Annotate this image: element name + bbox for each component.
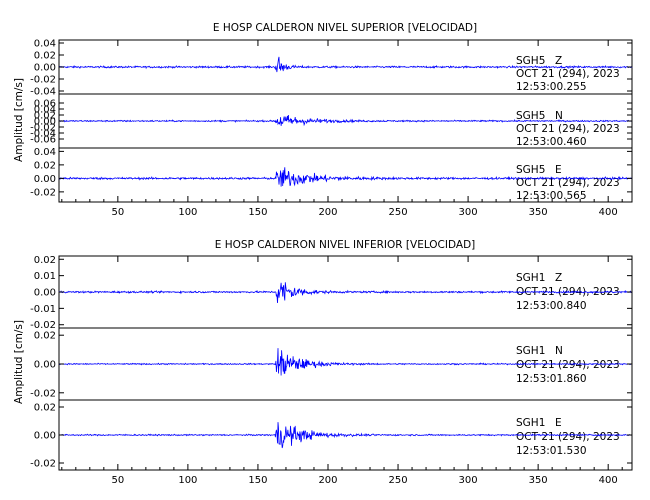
component-label: N <box>555 345 563 357</box>
component-label: E <box>555 164 562 176</box>
station-label: SGH1 <box>516 417 545 429</box>
time-label: 12:53:00.255 <box>516 81 587 93</box>
y-tick-label: 0.01 <box>34 271 56 282</box>
y-tick-label: 0.00 <box>34 431 56 442</box>
panel-sgh1-n: SGH1 N OCT 21 (294), 2023 12:53:01.860 <box>516 345 620 385</box>
component-label: E <box>555 417 562 429</box>
x-tick-label: 150 <box>248 207 267 218</box>
x-tick-label: 250 <box>388 475 407 486</box>
x-tick-label: 350 <box>529 475 548 486</box>
y-tick-label: 0.04 <box>34 105 56 116</box>
y-tick-label: 0.02 <box>34 403 56 414</box>
date-label: OCT 21 (294), 2023 <box>516 431 620 443</box>
panel-sgh5-z: SGH5 Z OCT 21 (294), 2023 12:53:00.255 <box>516 55 620 93</box>
seismic-trace <box>58 114 633 127</box>
chart-title: E HOSP CALDERON NIVEL SUPERIOR [VELOCIDA… <box>213 22 477 34</box>
date-label: OCT 21 (294), 2023 <box>516 359 620 371</box>
y-tick-label: -0.01 <box>30 304 56 315</box>
date-label: OCT 21 (294), 2023 <box>516 123 620 135</box>
x-tick-label: 400 <box>599 475 618 486</box>
y-tick-label: -0.02 <box>30 388 56 399</box>
y-tick-label: -0.02 <box>30 187 56 198</box>
x-tick-label: 400 <box>599 207 618 218</box>
time-label: 12:53:00.565 <box>516 190 587 202</box>
seismic-trace <box>58 422 633 449</box>
y-tick-label: 0.00 <box>34 288 56 299</box>
date-label: OCT 21 (294), 2023 <box>516 68 620 80</box>
time-label: 12:53:01.530 <box>516 445 587 457</box>
y-tick-label: -0.04 <box>30 87 56 98</box>
station-label: SGH1 <box>516 345 545 357</box>
y-tick-label: -0.02 <box>30 75 56 86</box>
y-tick-label: -0.04 <box>30 129 56 140</box>
station-label: SGH5 <box>516 110 545 122</box>
seismic-trace <box>58 348 632 376</box>
x-tick-label: 200 <box>318 475 337 486</box>
y-tick-label: 0.00 <box>34 360 56 371</box>
x-tick-label: 100 <box>178 475 197 486</box>
chart-title: E HOSP CALDERON NIVEL INFERIOR [VELOCIDA… <box>215 239 476 251</box>
component-label: Z <box>555 55 562 67</box>
y-tick-label: 0.04 <box>34 39 56 50</box>
panel-sgh1-e: SGH1 E OCT 21 (294), 2023 12:53:01.530 <box>516 417 620 457</box>
y-tick-label: 0.02 <box>34 51 56 62</box>
chart-lower-level: E HOSP CALDERON NIVEL INFERIOR [VELOCIDA… <box>13 239 620 457</box>
plot-layer: 0.040.020.00-0.02-0.040.060.040.020.00-0… <box>30 39 633 486</box>
y-tick-label: 0.02 <box>34 255 56 266</box>
x-tick-label: 100 <box>178 207 197 218</box>
date-label: OCT 21 (294), 2023 <box>516 177 620 189</box>
time-label: 12:53:00.460 <box>516 136 587 148</box>
component-label: N <box>555 110 563 122</box>
panel-sgh5-n: SGH5 N OCT 21 (294), 2023 12:53:00.460 <box>516 110 620 148</box>
y-tick-label: -0.06 <box>30 135 56 146</box>
x-tick-label: 50 <box>111 475 124 486</box>
x-tick-label: 200 <box>318 207 337 218</box>
y-tick-label: 0.02 <box>34 331 56 342</box>
y-tick-label: 0.02 <box>34 111 56 122</box>
x-tick-label: 300 <box>459 475 478 486</box>
seismic-trace <box>58 282 633 304</box>
y-tick-label: 0.00 <box>34 117 56 128</box>
time-label: 12:53:00.840 <box>516 300 587 312</box>
panel-sgh5-e: SGH5 E OCT 21 (294), 2023 12:53:00.565 <box>516 164 620 202</box>
station-label: SGH1 <box>516 272 545 284</box>
y-tick-label: 0.00 <box>34 63 56 74</box>
y-tick-label: -0.02 <box>30 320 56 331</box>
time-label: 12:53:01.860 <box>516 373 587 385</box>
panel-frame <box>58 147 633 203</box>
y-axis-label: Amplitud [cm/s] <box>13 78 25 162</box>
x-tick-label: 350 <box>529 207 548 218</box>
y-tick-label: -0.02 <box>30 123 56 134</box>
seismic-trace <box>58 56 633 73</box>
x-tick-label: 250 <box>388 207 407 218</box>
y-tick-label: 0.02 <box>34 160 56 171</box>
y-tick-label: 0.06 <box>34 99 56 110</box>
station-label: SGH5 <box>516 164 545 176</box>
y-tick-label: 0.04 <box>34 147 56 158</box>
station-label: SGH5 <box>516 55 545 67</box>
y-tick-label: -0.02 <box>30 459 56 470</box>
x-tick-label: 300 <box>459 207 478 218</box>
x-tick-label: 50 <box>111 207 124 218</box>
x-tick-label: 150 <box>248 475 267 486</box>
seismic-trace <box>58 167 633 187</box>
chart-upper-level: E HOSP CALDERON NIVEL SUPERIOR [VELOCIDA… <box>13 22 620 202</box>
y-axis-label: Amplitud [cm/s] <box>13 320 25 404</box>
component-label: Z <box>555 272 562 284</box>
y-tick-label: 0.00 <box>34 174 56 185</box>
